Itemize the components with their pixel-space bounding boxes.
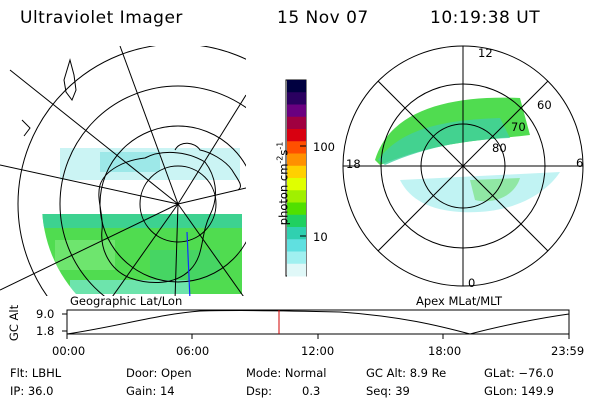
colorbar-step <box>287 153 306 167</box>
colorbar-step <box>287 165 306 179</box>
gc-alt-info: GC Alt: 8.9 Re <box>366 366 447 380</box>
mlat-label-70: 70 <box>511 120 526 134</box>
colorbar-tick-10: 10 <box>313 230 328 244</box>
colorbar-step <box>287 92 306 105</box>
geographic-map <box>0 46 246 296</box>
glon-info: GLon: 149.9 <box>484 384 554 398</box>
altitude-plot <box>62 309 570 339</box>
colorbar-step <box>287 129 306 142</box>
colorbar-step <box>287 263 306 277</box>
mlt-label-0: 0 <box>468 276 476 290</box>
time-tick-0600: 06:00 <box>176 344 210 358</box>
image-date: 15 Nov 07 <box>277 8 369 28</box>
instrument-title: Ultraviolet Imager <box>20 8 183 28</box>
seq-info: Seq: 39 <box>366 384 410 398</box>
colorbar-step <box>287 190 306 203</box>
time-tick-0000: 00:00 <box>52 344 86 358</box>
subsolar-meridian <box>186 231 191 296</box>
mlt-label-18: 18 <box>346 157 361 171</box>
image-time: 10:19:38 UT <box>430 8 541 28</box>
time-tick-1200: 12:00 <box>301 344 335 358</box>
mlat-label-80: 80 <box>492 141 507 155</box>
mlt-label-12: 12 <box>478 46 493 60</box>
mode-info: Mode: Normal <box>246 366 327 380</box>
colorbar-step <box>287 141 306 154</box>
glat-info: GLat: −76.0 <box>484 366 554 380</box>
door-info: Door: Open <box>126 366 192 380</box>
mlt-label-6: 6 <box>576 156 584 170</box>
colorbar-tick-100: 100 <box>313 140 335 154</box>
time-tick-2359: 23:59 <box>551 344 585 358</box>
magnetic-polar-plot <box>342 45 584 287</box>
altitude-ylabel: GC Alt <box>7 304 21 342</box>
mlat-label-60: 60 <box>537 98 552 112</box>
graticule <box>0 46 246 296</box>
colorbar-title: photon cm-2s-1 <box>275 141 291 226</box>
right-panel-label: Apex MLat/MLT <box>416 294 503 308</box>
colorbar-step <box>287 80 306 93</box>
colorbar-step <box>287 104 306 118</box>
colorbar-step <box>287 202 306 216</box>
colorbar <box>285 79 307 277</box>
altitude-ytick-high: 9.0 <box>36 307 55 321</box>
time-tick-1800: 18:00 <box>428 344 462 358</box>
altitude-ytick-low: 1.8 <box>36 324 55 338</box>
left-panel-label: Geographic Lat/Lon <box>70 294 183 308</box>
coastline <box>21 58 241 283</box>
colorbar-step <box>287 251 306 265</box>
filter-info: Flt: LBHL <box>10 366 62 380</box>
colorbar-step <box>287 178 306 191</box>
colorbar-step <box>287 239 306 252</box>
gain-info: Gain: 14 <box>126 384 175 398</box>
dsp-info: Dsp: 0.3 <box>246 384 321 398</box>
altitude-curve <box>66 310 570 335</box>
ip-info: IP: 36.0 <box>10 384 54 398</box>
colorbar-step <box>287 227 306 240</box>
colorbar-step <box>287 116 306 130</box>
colorbar-step <box>287 214 306 228</box>
